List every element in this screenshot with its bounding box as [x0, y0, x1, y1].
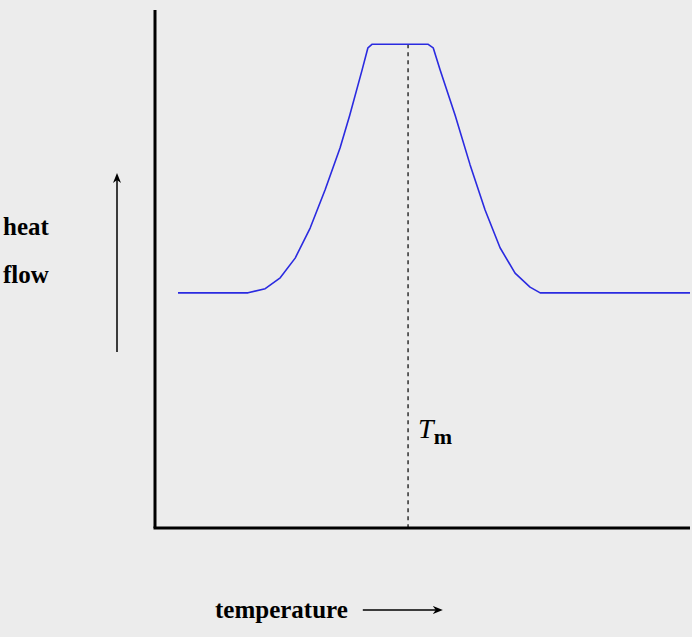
y-label-line: heat [3, 213, 50, 240]
tm-label: Tm [418, 413, 452, 449]
x-label: temperature [215, 596, 348, 623]
x-arrow [363, 609, 438, 611]
y-axis [154, 10, 157, 528]
plot-area [178, 44, 690, 293]
tm-subscript: m [434, 424, 452, 449]
heat-flow-curve [178, 44, 690, 293]
chart: Tm heat flow temperature [0, 0, 692, 637]
tm-line [407, 44, 408, 528]
y-arrow [116, 178, 118, 352]
x-axis [154, 527, 691, 530]
y-label: heat flow [3, 213, 50, 288]
y-label-line: flow [3, 261, 49, 288]
